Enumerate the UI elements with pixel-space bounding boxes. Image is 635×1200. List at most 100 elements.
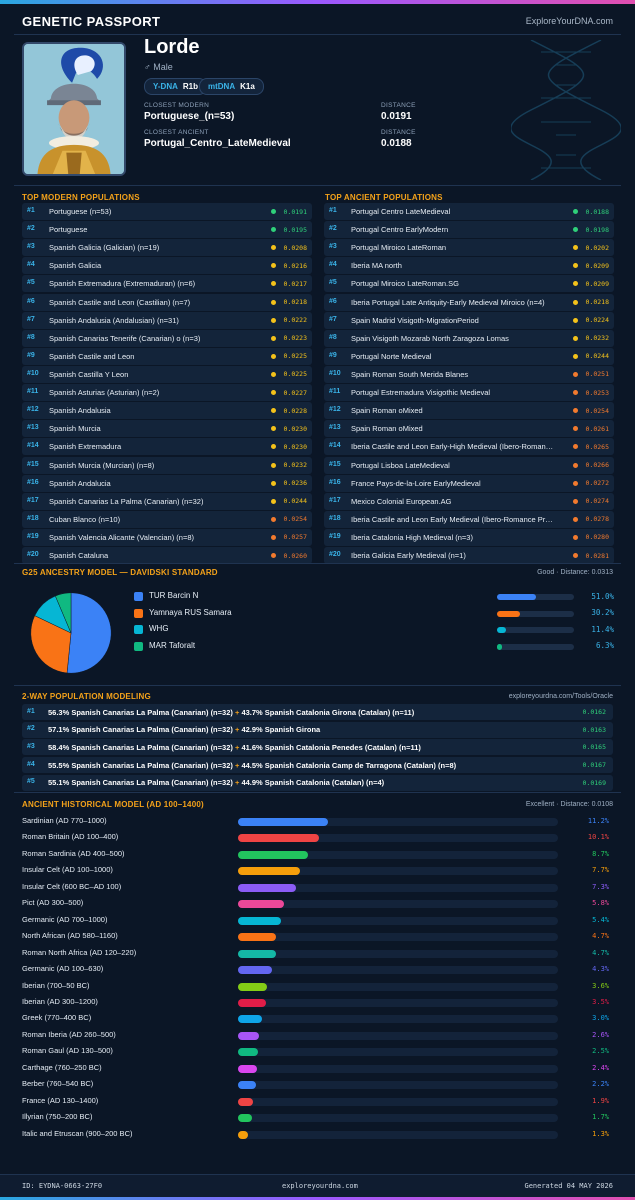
population-row[interactable]: #19 Spanish Valencia Alicante (Valencian)… <box>22 528 312 546</box>
population-row[interactable]: #12 Spain Roman oMixed 0.0254 <box>324 402 614 420</box>
population-row[interactable]: #20 Spanish Cataluna 0.0260 <box>22 547 312 565</box>
twoway-rank: #5 <box>27 778 35 786</box>
population-row[interactable]: #16 Spanish Andalucia 0.0236 <box>22 474 312 492</box>
historical-name: Roman Britain (AD 100–400) <box>22 832 119 842</box>
population-distance: 0.0224 <box>585 316 609 325</box>
population-distance: 0.0198 <box>585 225 609 234</box>
header-site-link[interactable]: ExploreYourDNA.com <box>525 16 613 26</box>
modern-populations-title: TOP MODERN POPULATIONS <box>22 193 140 202</box>
legend-swatch-icon <box>134 608 143 618</box>
population-row[interactable]: #3 Portugal Miroico LateRoman 0.0202 <box>324 239 614 257</box>
historical-name: Italic and Etruscan (900–200 BC) <box>22 1128 133 1138</box>
twoway-source-link[interactable]: exploreyourdna.com/Tools/Oracle <box>508 693 613 700</box>
twoway-source-b: 44.9% Spanish Catalonia (Catalan) (n=4) <box>241 778 385 788</box>
population-distance: 0.0254 <box>283 515 307 524</box>
population-distance: 0.0228 <box>283 406 307 415</box>
population-distance: 0.0265 <box>585 442 609 451</box>
population-row[interactable]: #7 Spain Madrid Visigoth-MigrationPeriod 0… <box>324 311 614 329</box>
population-row[interactable]: #6 Spanish Castile and Leon (Castilian) (… <box>22 293 312 311</box>
population-row[interactable]: #11 Portugal Estremadura Visigothic Medie… <box>324 384 614 402</box>
population-distance: 0.0272 <box>585 479 609 488</box>
population-row[interactable]: #9 Spanish Castile and Leon 0.0225 <box>22 347 312 365</box>
population-row[interactable]: #13 Spanish Murcia 0.0230 <box>22 420 312 438</box>
population-row[interactable]: #20 Iberia Galicia Early Medieval (n=1) 0.… <box>324 547 614 565</box>
historical-bar-track <box>238 1048 558 1057</box>
population-row[interactable]: #19 Iberia Catalonia High Medieval (n=3) 0… <box>324 528 614 546</box>
footer-site-link[interactable]: exploreyourdna.com <box>282 1182 358 1190</box>
population-row[interactable]: #9 Portugal Norte Medieval 0.0244 <box>324 347 614 365</box>
population-name: Spanish Murcia <box>49 424 101 434</box>
population-name: Spain Roman South Merida Blanes <box>351 369 469 379</box>
population-row[interactable]: #1 Portugal Centro LateMedieval 0.0188 <box>324 203 614 220</box>
population-row[interactable]: #11 Spanish Asturias (Asturian) (n=2) 0.02… <box>22 384 312 402</box>
distance-dot-icon <box>271 426 276 432</box>
population-row[interactable]: #12 Spanish Andalusia 0.0228 <box>22 402 312 420</box>
population-rank: #19 <box>329 532 341 540</box>
population-rank: #3 <box>27 243 35 251</box>
population-distance: 0.0191 <box>283 207 307 216</box>
mtdna-badge: mtDNA K1a <box>199 78 264 95</box>
population-rank: #19 <box>27 532 39 540</box>
population-row[interactable]: #8 Spain Visigoth Mozarab North Zaragoza … <box>324 329 614 347</box>
population-row[interactable]: #5 Portugal Miroico LateRoman.SG 0.0209 <box>324 275 614 293</box>
distance-dot-icon <box>271 335 276 341</box>
population-row[interactable]: #3 Spanish Galicia (Galician) (n=19) 0.020… <box>22 239 312 257</box>
population-row[interactable]: #2 Portuguese 0.0195 <box>22 221 312 239</box>
population-distance: 0.0195 <box>283 225 307 234</box>
population-row[interactable]: #18 Cuban Blanco (n=10) 0.0254 <box>22 510 312 528</box>
profile-sex: ♂ Male <box>144 62 173 72</box>
distance-dot-icon <box>271 553 276 559</box>
population-row[interactable]: #2 Portugal Centro EarlyModern 0.0198 <box>324 221 614 239</box>
twoway-model-text: 55.5% Spanish Canarias La Palma (Canaria… <box>48 761 456 770</box>
distance-dot-icon <box>573 209 578 214</box>
population-row[interactable]: #17 Spanish Canarias La Palma (Canarian) … <box>22 492 312 510</box>
population-row[interactable]: #16 France Pays-de-la-Loire EarlyMedieval… <box>324 474 614 492</box>
population-row[interactable]: #14 Iberia Castile and Leon Early-High Me… <box>324 438 614 456</box>
twoway-source-a: 55.1% Spanish Canarias La Palma (Canaria… <box>48 778 233 788</box>
population-row[interactable]: #7 Spanish Andalusia (Andalusian) (n=31) 0… <box>22 311 312 329</box>
population-distance: 0.0222 <box>283 316 307 325</box>
page-title: GENETIC PASSPORT <box>22 14 161 29</box>
population-row[interactable]: #10 Spain Roman South Merida Blanes 0.0251 <box>324 365 614 383</box>
twoway-source-a: 56.3% Spanish Canarias La Palma (Canaria… <box>48 707 233 717</box>
historical-percent: 2.6% <box>592 1030 609 1039</box>
component-bar <box>497 627 506 633</box>
population-row[interactable]: #15 Portugal Lisboa LateMedieval 0.0266 <box>324 456 614 474</box>
twoway-model-text: 55.1% Spanish Canarias La Palma (Canaria… <box>48 778 384 787</box>
population-rank: #6 <box>329 297 337 305</box>
twoway-row[interactable]: #4 55.5% Spanish Canarias La Palma (Canar… <box>22 757 613 774</box>
population-row[interactable]: #4 Spanish Galicia 0.0216 <box>22 257 312 275</box>
component-name: MAR Taforalt <box>149 640 196 650</box>
population-row[interactable]: #4 Iberia MA north 0.0209 <box>324 257 614 275</box>
population-row[interactable]: #5 Spanish Extremadura (Extremaduran) (n=… <box>22 275 312 293</box>
historical-name: Germanic (AD 700–1000) <box>22 914 108 924</box>
population-row[interactable]: #15 Spanish Murcia (Murcian) (n=8) 0.0232 <box>22 456 312 474</box>
population-row[interactable]: #8 Spanish Canarias Tenerife (Canarian) o… <box>22 329 312 347</box>
population-row[interactable]: #17 Mexico Colonial European.AG 0.0274 <box>324 492 614 510</box>
population-distance: 0.0251 <box>585 370 609 379</box>
population-row[interactable]: #1 Portuguese (n=53) 0.0191 <box>22 203 312 220</box>
historical-row: Roman Gaul (AD 130–500) 2.5% <box>22 1045 613 1058</box>
historical-percent: 2.2% <box>592 1080 609 1089</box>
population-name: Portugal Centro EarlyModern <box>351 225 449 235</box>
ancient-populations-list: #1 Portugal Centro LateMedieval 0.0188 #2 Po… <box>324 203 614 565</box>
distance-dot-icon <box>573 553 578 559</box>
historical-row: Italic and Etruscan (900–200 BC) 1.3% <box>22 1128 613 1141</box>
twoway-row[interactable]: #1 56.3% Spanish Canarias La Palma (Canar… <box>22 704 613 720</box>
population-row[interactable]: #18 Iberia Castile and Leon Early Medieva… <box>324 510 614 528</box>
population-rank: #7 <box>329 315 337 323</box>
twoway-row[interactable]: #3 58.4% Spanish Canarias La Palma (Canar… <box>22 739 613 756</box>
distance-dot-icon <box>271 498 276 504</box>
population-name: Spanish Cataluna <box>49 551 109 561</box>
mtdna-value: K1a <box>240 82 255 91</box>
population-row[interactable]: #13 Spain Roman oMixed 0.0261 <box>324 420 614 438</box>
twoway-row[interactable]: #2 57.1% Spanish Canarias La Palma (Canar… <box>22 721 613 738</box>
population-row[interactable]: #10 Spanish Castilla Y Leon 0.0225 <box>22 365 312 383</box>
population-name: Spanish Andalusia (Andalusian) (n=31) <box>49 315 179 325</box>
distance-dot-icon <box>271 263 276 269</box>
historical-row: Pict (AD 300–500) 5.8% <box>22 897 613 910</box>
population-row[interactable]: #6 Iberia Portugal Late Antiquity-Early M… <box>324 293 614 311</box>
twoway-row[interactable]: #5 55.1% Spanish Canarias La Palma (Canar… <box>22 774 613 791</box>
population-row[interactable]: #14 Spanish Extremadura 0.0230 <box>22 438 312 456</box>
population-rank: #11 <box>329 388 341 396</box>
